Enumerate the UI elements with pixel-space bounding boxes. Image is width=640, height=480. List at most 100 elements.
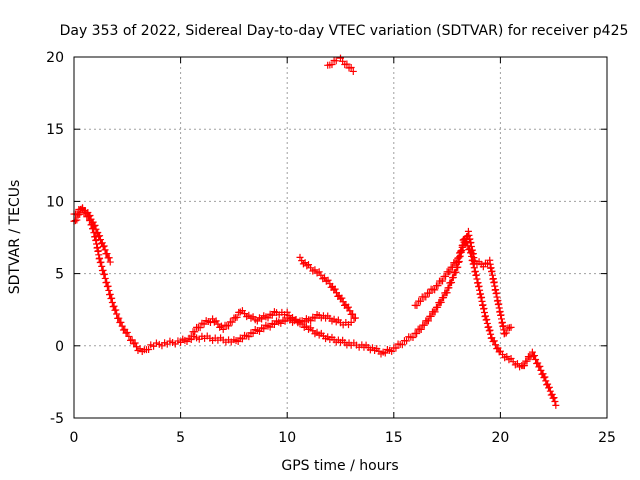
- data-point: [200, 320, 208, 328]
- data-point: [249, 329, 257, 337]
- data-point: [191, 328, 199, 336]
- data-point: [98, 262, 106, 270]
- data-point: [103, 278, 111, 286]
- data-point: [347, 63, 355, 71]
- data-point: [268, 311, 276, 319]
- data-point: [550, 394, 558, 402]
- data-point: [479, 263, 487, 271]
- data-point: [455, 254, 463, 262]
- data-point: [531, 352, 539, 360]
- data-point: [483, 319, 491, 327]
- data-point: [486, 326, 494, 334]
- data-point: [431, 308, 439, 316]
- data-point: [112, 306, 120, 314]
- data-point: [101, 270, 109, 278]
- data-point: [311, 314, 319, 322]
- x-axis-title: GPS time / hours: [281, 458, 398, 474]
- data-point: [446, 268, 454, 276]
- data-point: [481, 312, 489, 320]
- data-point: [427, 312, 435, 320]
- x-tick-label: 0: [70, 430, 79, 446]
- data-point: [255, 327, 263, 335]
- data-point: [266, 323, 274, 331]
- data-point: [439, 277, 447, 285]
- data-point: [123, 328, 131, 336]
- data-point: [483, 315, 491, 323]
- data-point: [101, 274, 109, 282]
- data-point: [338, 294, 346, 302]
- data-point: [520, 362, 528, 370]
- data-point: [71, 217, 79, 225]
- data-point: [228, 318, 236, 326]
- data-point: [490, 337, 498, 345]
- data-point: [542, 377, 550, 385]
- data-point: [420, 321, 428, 329]
- data-point: [434, 303, 442, 311]
- data-point: [131, 339, 139, 347]
- data-point: [110, 302, 118, 310]
- data-point: [245, 333, 253, 341]
- data-point: [332, 57, 340, 65]
- data-point: [115, 314, 123, 322]
- data-point: [128, 336, 136, 344]
- data-point: [552, 401, 560, 409]
- data-point: [99, 243, 107, 251]
- series-top-arc: [324, 54, 357, 75]
- data-point: [347, 318, 355, 326]
- data-point: [225, 322, 233, 330]
- y-axis-ticks: -5 0 5 10 15 20: [46, 50, 607, 427]
- data-point: [264, 314, 272, 322]
- data-point: [425, 289, 433, 297]
- data-point: [548, 390, 556, 398]
- data-point: [448, 279, 456, 286]
- data-point: [442, 272, 450, 280]
- x-tick-label: 20: [491, 430, 509, 446]
- data-point: [270, 320, 278, 328]
- data-point: [392, 344, 400, 352]
- data-point: [409, 333, 417, 341]
- data-point: [91, 221, 99, 229]
- data-point: [351, 314, 359, 322]
- data-point: [233, 313, 241, 321]
- series-layer: [70, 54, 560, 409]
- data-point: [452, 268, 460, 276]
- data-point: [536, 362, 544, 370]
- data-point: [105, 254, 113, 262]
- x-tick-label: 10: [278, 430, 296, 446]
- plot-frame: [73, 56, 608, 419]
- data-point: [487, 330, 495, 338]
- data-point: [331, 285, 339, 293]
- data-point: [502, 329, 510, 337]
- data-point: [238, 335, 246, 343]
- data-point: [417, 325, 425, 333]
- data-point: [105, 286, 113, 294]
- chart-title: Day 353 of 2022, Sidereal Day-to-day VTE…: [60, 23, 629, 39]
- data-point: [413, 301, 421, 309]
- data-point: [349, 310, 357, 318]
- data-point: [416, 297, 424, 305]
- data-point: [485, 323, 493, 331]
- data-point: [307, 317, 315, 325]
- data-point: [104, 282, 112, 290]
- data-point: [440, 294, 448, 302]
- data-point: [403, 337, 411, 345]
- data-point: [545, 384, 553, 392]
- data-point: [328, 61, 336, 69]
- data-point: [431, 286, 439, 294]
- data-point: [98, 239, 106, 247]
- data-point: [544, 380, 552, 388]
- x-tick-label: 15: [385, 430, 403, 446]
- data-point: [219, 325, 227, 333]
- data-point: [117, 318, 125, 326]
- series-main: [70, 205, 560, 409]
- data-point: [413, 329, 421, 337]
- data-point: [103, 250, 111, 258]
- data-point: [349, 67, 357, 75]
- data-point: [303, 262, 311, 270]
- data-point: [343, 60, 351, 68]
- x-tick-label: 25: [598, 430, 616, 446]
- y-tick-label: 15: [46, 122, 64, 138]
- data-point: [434, 282, 442, 290]
- data-point: [344, 303, 352, 311]
- y-tick-label: 20: [46, 50, 64, 66]
